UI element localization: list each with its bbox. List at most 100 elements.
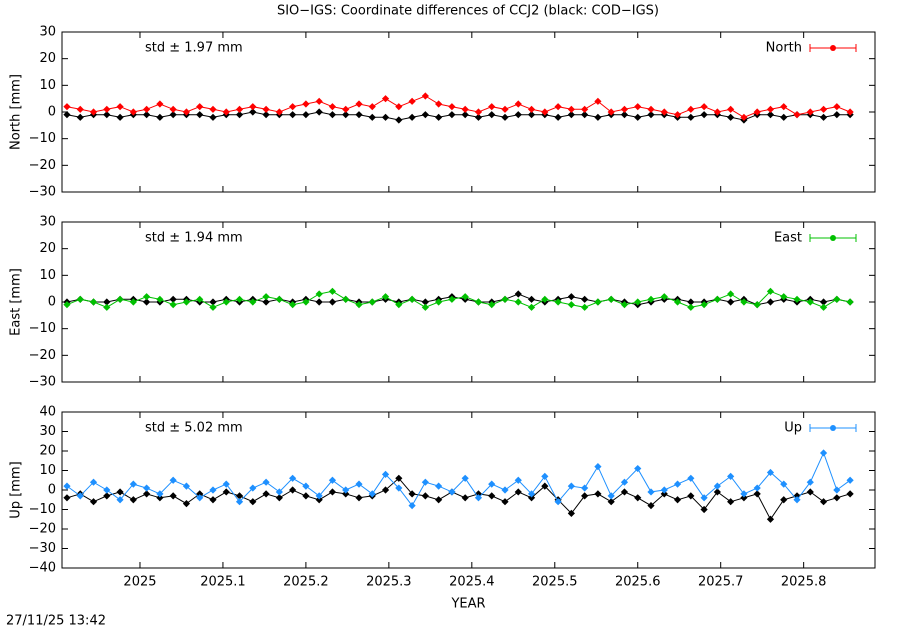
y-tick-label: 30 [39, 25, 56, 40]
data-point [806, 298, 814, 306]
data-point [461, 494, 469, 502]
data-point [806, 108, 814, 116]
data-point [381, 293, 390, 301]
data-point [620, 111, 629, 119]
y-tick-label: −10 [29, 321, 56, 336]
data-point [63, 494, 71, 502]
data-point [620, 301, 629, 309]
data-point [395, 301, 403, 309]
data-point [143, 490, 151, 498]
data-point [262, 298, 270, 306]
data-point [209, 298, 217, 306]
data-point [620, 105, 629, 113]
data-point [103, 492, 111, 500]
data-point [169, 105, 177, 113]
data-point [766, 298, 775, 306]
y-tick-label: 10 [39, 78, 56, 93]
data-point [209, 486, 217, 494]
data-point [819, 298, 828, 306]
data-point [156, 490, 164, 498]
data-point [103, 298, 111, 306]
data-point [581, 492, 589, 500]
data-point [647, 295, 655, 303]
data-point [395, 474, 403, 482]
data-point [169, 476, 177, 484]
data-point [713, 108, 721, 116]
data-point [819, 105, 828, 113]
data-point [196, 494, 204, 502]
data-point [315, 492, 323, 500]
data-point [209, 496, 217, 504]
legend-swatch [830, 45, 836, 51]
data-point [647, 502, 655, 510]
data-point [527, 111, 536, 119]
data-point [673, 480, 682, 488]
data-point [222, 488, 230, 496]
data-point [819, 113, 828, 121]
data-point [833, 494, 841, 502]
data-point [302, 111, 310, 119]
data-point [527, 295, 536, 303]
data-point [727, 113, 735, 121]
x-tick-label: 2025.4 [449, 575, 495, 590]
data-point [435, 482, 443, 490]
data-point [315, 298, 323, 306]
data-point [806, 478, 814, 486]
data-point [235, 295, 244, 303]
data-point [421, 111, 429, 119]
data-point [474, 490, 483, 498]
data-point [408, 295, 416, 303]
data-point [328, 111, 337, 119]
data-point [63, 111, 71, 119]
legend-label: North [766, 41, 802, 56]
data-point [461, 105, 469, 113]
data-point [315, 496, 323, 504]
data-point [368, 298, 376, 306]
data-point [435, 496, 443, 504]
data-point [289, 301, 297, 309]
x-axis-label: YEAR [450, 597, 485, 612]
data-point [461, 293, 469, 301]
data-point [262, 490, 270, 498]
data-point [235, 492, 244, 500]
x-tick-label: 2025.6 [615, 575, 661, 590]
data-point [687, 303, 695, 311]
data-point [554, 498, 562, 506]
y-tick-label: −10 [29, 502, 56, 517]
data-point [700, 111, 708, 119]
data-point [249, 103, 257, 111]
data-point [421, 92, 429, 100]
data-point [766, 111, 775, 119]
data-point [421, 298, 429, 306]
data-point [833, 103, 841, 111]
data-point [673, 496, 682, 504]
data-point [355, 100, 363, 108]
data-point [381, 470, 390, 478]
y-tick-label: 10 [39, 268, 56, 283]
data-point [63, 482, 71, 490]
data-point [727, 298, 735, 306]
data-point [182, 482, 191, 490]
data-point [89, 298, 98, 306]
data-point [448, 295, 456, 303]
data-point [381, 113, 390, 121]
data-point [156, 100, 164, 108]
data-point [634, 113, 642, 121]
data-point [581, 303, 589, 311]
data-point [129, 298, 137, 306]
y-tick-label: 10 [39, 463, 56, 478]
data-point [567, 509, 575, 517]
data-point [713, 295, 721, 303]
data-point [488, 492, 496, 500]
data-point [103, 486, 111, 494]
data-point [740, 298, 748, 306]
y-tick-label: 30 [39, 215, 56, 230]
data-point [461, 111, 469, 119]
data-point [793, 496, 801, 504]
data-point [328, 476, 337, 484]
data-point [647, 111, 655, 119]
y-tick-label: 0 [48, 483, 56, 498]
data-point [607, 295, 615, 303]
data-point [262, 293, 270, 301]
data-point [249, 484, 257, 492]
